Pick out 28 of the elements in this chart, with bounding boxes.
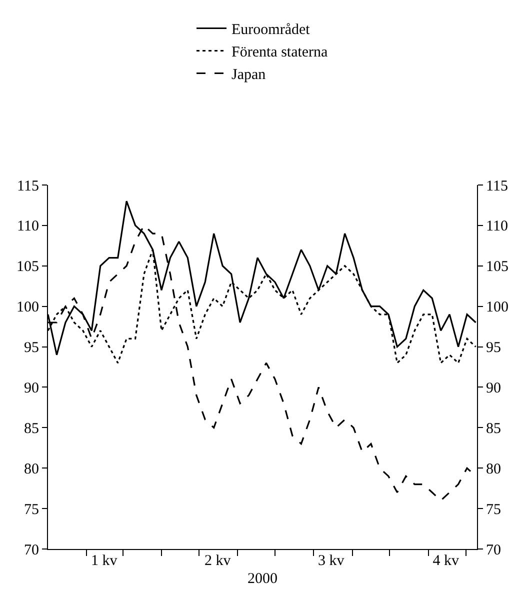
x-tick-label: 4 kv bbox=[432, 553, 460, 569]
y2-tick-label: 110 bbox=[486, 218, 508, 235]
y2-tick-label: 90 bbox=[486, 380, 501, 396]
legend-label: Euroområdet bbox=[232, 22, 311, 38]
legend-label: Japan bbox=[232, 67, 266, 84]
y-tick-label: 75 bbox=[24, 502, 39, 518]
y-tick-label: 110 bbox=[17, 218, 39, 235]
y2-tick-label: 70 bbox=[486, 542, 501, 558]
y2-tick-label: 100 bbox=[486, 300, 508, 316]
y2-tick-label: 115 bbox=[486, 178, 508, 194]
x-tick-label: 1 kv bbox=[90, 553, 118, 569]
legend-label: Förenta staterna bbox=[232, 44, 328, 61]
y2-tick-label: 85 bbox=[486, 420, 501, 437]
y-tick-label: 115 bbox=[17, 178, 39, 194]
y2-tick-label: 105 bbox=[486, 259, 508, 276]
y-tick-label: 95 bbox=[24, 340, 39, 356]
y-tick-label: 90 bbox=[24, 380, 39, 396]
x-tick-label: 3 kv bbox=[318, 553, 345, 569]
y-tick-label: 70 bbox=[24, 542, 39, 558]
x-axis-title: 2000 bbox=[248, 571, 278, 587]
y-tick-label: 105 bbox=[16, 259, 39, 276]
y2-tick-label: 80 bbox=[486, 461, 501, 478]
x-tick-label: 2 kv bbox=[204, 553, 232, 569]
y2-tick-label: 95 bbox=[486, 340, 501, 356]
y-tick-label: 100 bbox=[16, 300, 39, 316]
y2-tick-label: 75 bbox=[486, 502, 501, 518]
y-tick-label: 80 bbox=[24, 461, 39, 478]
y-tick-label: 85 bbox=[24, 420, 39, 437]
